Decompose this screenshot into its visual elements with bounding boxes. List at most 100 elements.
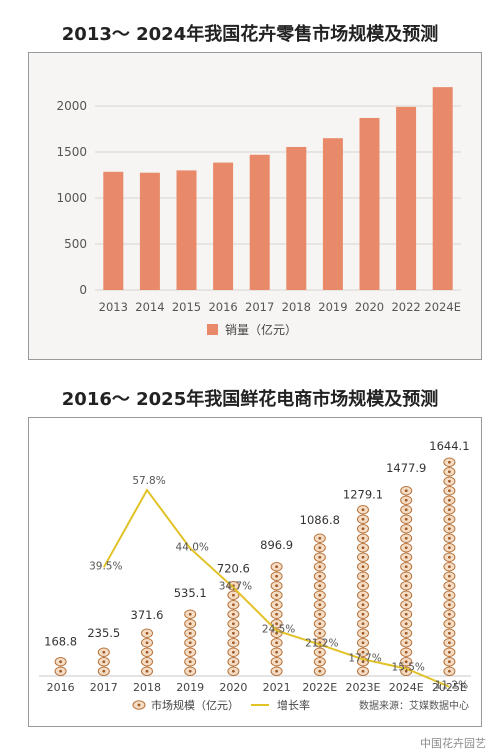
growth-rate-label: 21.2%: [305, 638, 338, 650]
bar-value-label: 1279.1: [343, 488, 383, 502]
bar-bead-dot: [404, 546, 408, 550]
bar-bead-dot: [404, 631, 408, 635]
bar-bead-dot: [318, 593, 322, 597]
x-tick-label: 2023E: [346, 681, 381, 694]
bar-bead-dot: [232, 622, 235, 626]
bar-bead-dot: [404, 574, 408, 578]
ecommerce-combo-chart: 168.8 2016 235.5 2017 371.6 2018 535.1 2019 720.…: [39, 439, 471, 712]
bar-bead-dot: [361, 584, 365, 588]
bar: [213, 162, 234, 290]
bar-bead-dot: [275, 622, 278, 626]
growth-rate-label: 39.5%: [89, 560, 122, 572]
bar-bead-dot: [361, 612, 365, 616]
bar-bead-dot: [404, 622, 408, 626]
x-tick-label: 2018: [282, 300, 311, 314]
bar-bead-dot: [275, 584, 278, 588]
x-tick-label: 2016: [208, 300, 237, 314]
bar-bead-dot: [448, 555, 451, 559]
bar-bead-dot: [145, 669, 149, 673]
retail-bar-chart: 0 500 1000 1500 2000 2013 2014 2015 2016 2017 2018…: [56, 87, 461, 337]
bar-value-label: 720.6: [217, 562, 250, 576]
x-tick-label: 2017: [90, 681, 118, 694]
x-tick-label: 2021: [263, 681, 291, 694]
bar-bead-dot: [145, 631, 149, 635]
y-tick-label: 1000: [56, 191, 87, 205]
bar-bead-dot: [448, 660, 451, 664]
bar-bead-dot: [448, 489, 451, 493]
bar-bead-dot: [404, 641, 408, 645]
bar-bead-dot: [448, 641, 451, 645]
bar-bead-dot: [318, 536, 322, 540]
bar-bead-dot: [404, 660, 408, 664]
bar-value-label: 168.8: [44, 635, 77, 649]
x-tick-label: 2015: [172, 300, 201, 314]
legend-swatch: [207, 324, 218, 335]
bar: [396, 106, 417, 290]
bar-bead-dot: [275, 603, 278, 607]
bar: [359, 117, 380, 291]
bar-bead-dot: [361, 669, 365, 673]
bar-bead-dot: [318, 584, 322, 588]
bar-bead-dot: [102, 669, 106, 673]
x-tick-label: 2022E: [302, 681, 337, 694]
bar-bead-dot: [404, 593, 408, 597]
bar-bead-dot: [232, 603, 235, 607]
bar-bead-dot: [404, 508, 408, 512]
bar-bead-dot: [318, 650, 322, 654]
bar-bead-dot: [448, 546, 451, 550]
growth-rate-label: 24.5%: [262, 624, 295, 636]
bar-bead-dot: [275, 565, 278, 569]
bar-bead-dot: [318, 555, 322, 559]
bar-bead-dot: [448, 536, 451, 540]
bar-bead-dot: [145, 650, 149, 654]
bar-bead-dot: [318, 622, 322, 626]
bar: [286, 146, 307, 290]
bar-value-label: 371.6: [131, 608, 164, 622]
bar-bead-dot: [448, 470, 451, 474]
x-tick-label: 2020: [219, 681, 247, 694]
chart2-title: 2016～ 2025年我国鲜花电商市场规模及预测: [61, 389, 439, 410]
bar-bead-dot: [448, 574, 451, 578]
growth-rate-label: 15.5%: [392, 662, 425, 674]
market-bar: [357, 505, 369, 676]
bar-bead-dot: [275, 660, 278, 664]
market-bar: [270, 562, 283, 676]
x-tick-label: 2019: [318, 300, 347, 314]
bar-bead-dot: [361, 622, 365, 626]
bar-bead-dot: [232, 612, 235, 616]
x-tick-label: 2024E: [389, 681, 424, 694]
bar-value-label: 1644.1: [429, 439, 469, 453]
bar-bead-dot: [448, 593, 451, 597]
bar-bead-dot: [232, 660, 235, 664]
bar: [322, 138, 343, 290]
bar-bead-dot: [361, 508, 365, 512]
bar-bead-dot: [404, 650, 408, 654]
bar-bead-dot: [448, 479, 451, 483]
bar-bead-dot: [102, 660, 106, 664]
bar-bead-dot: [318, 631, 322, 635]
growth-rate-label: 57.8%: [132, 475, 165, 487]
bar-bead-dot: [361, 536, 365, 540]
x-tick-label: 2020: [355, 300, 384, 314]
y-tick-label: 2000: [56, 99, 87, 113]
market-bar: [54, 657, 67, 676]
bar-bead-dot: [275, 631, 278, 635]
bar-bead-dot: [59, 660, 62, 664]
x-tick-label: 2022: [391, 300, 420, 314]
bar-bead-dot: [318, 565, 322, 569]
bar-bead-dot: [448, 508, 451, 512]
data-source: 数据来源：艾媒数据中心: [359, 699, 469, 712]
bar: [249, 154, 270, 290]
bar-bead-dot: [102, 650, 106, 654]
bar-bead-dot: [275, 641, 278, 645]
growth-rate-label: 11.2%: [435, 680, 468, 692]
bar-bead-dot: [448, 565, 451, 569]
bar-value-label: 235.5: [87, 626, 120, 640]
bar-bead-dot: [232, 641, 235, 645]
bar-bead-dot: [232, 650, 235, 654]
market-bar: [141, 628, 153, 676]
bar-bead-dot: [404, 555, 408, 559]
growth-rate-line: [102, 488, 450, 688]
bar-bead-dot: [318, 603, 322, 607]
market-bar: [443, 457, 456, 676]
